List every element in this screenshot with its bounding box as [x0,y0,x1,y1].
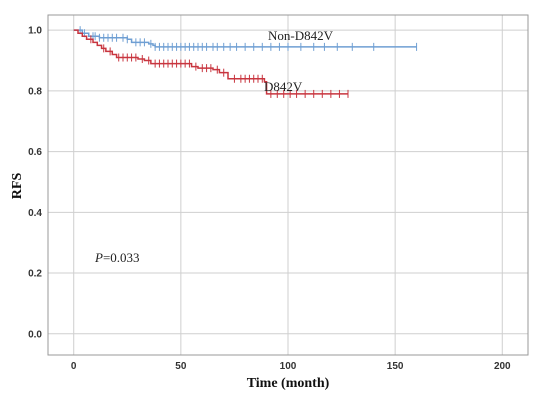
series-non-d842v [73,26,418,51]
survival-curve-non-d842v [73,29,417,48]
plot-frame [47,14,529,356]
y-tick-label: 0.0 [28,329,42,340]
x-tick-labels: 0 50 100 150 200 [71,361,511,372]
series-group [73,26,418,98]
x-tick-label: 50 [175,361,187,372]
series-label-non-d842v: Non-D842V [268,28,334,43]
y-tick-labels: 0.0 0.2 0.4 0.6 0.8 1.0 [28,26,42,341]
p-value-annotation: P=0.033 [94,250,140,265]
x-tick-label: 100 [280,361,297,372]
y-tick-label: 0.4 [28,208,42,219]
x-axis-label: Time (month) [247,376,330,391]
y-tick-label: 1.0 [28,26,42,37]
x-tick-label: 150 [387,361,404,372]
y-axis-label: RFS [10,173,25,200]
series-d842v [73,29,349,98]
y-tick-label: 0.8 [28,86,42,97]
y-tick-label: 0.6 [28,147,42,158]
series-label-d842v: D842V [264,79,303,94]
y-tick-label: 0.2 [28,269,42,280]
x-tick-label: 200 [494,361,511,372]
p-value-symbol: P [94,250,103,265]
x-tick-label: 0 [71,361,77,372]
p-value-text: =0.033 [103,250,140,265]
grid-lines [48,15,528,355]
